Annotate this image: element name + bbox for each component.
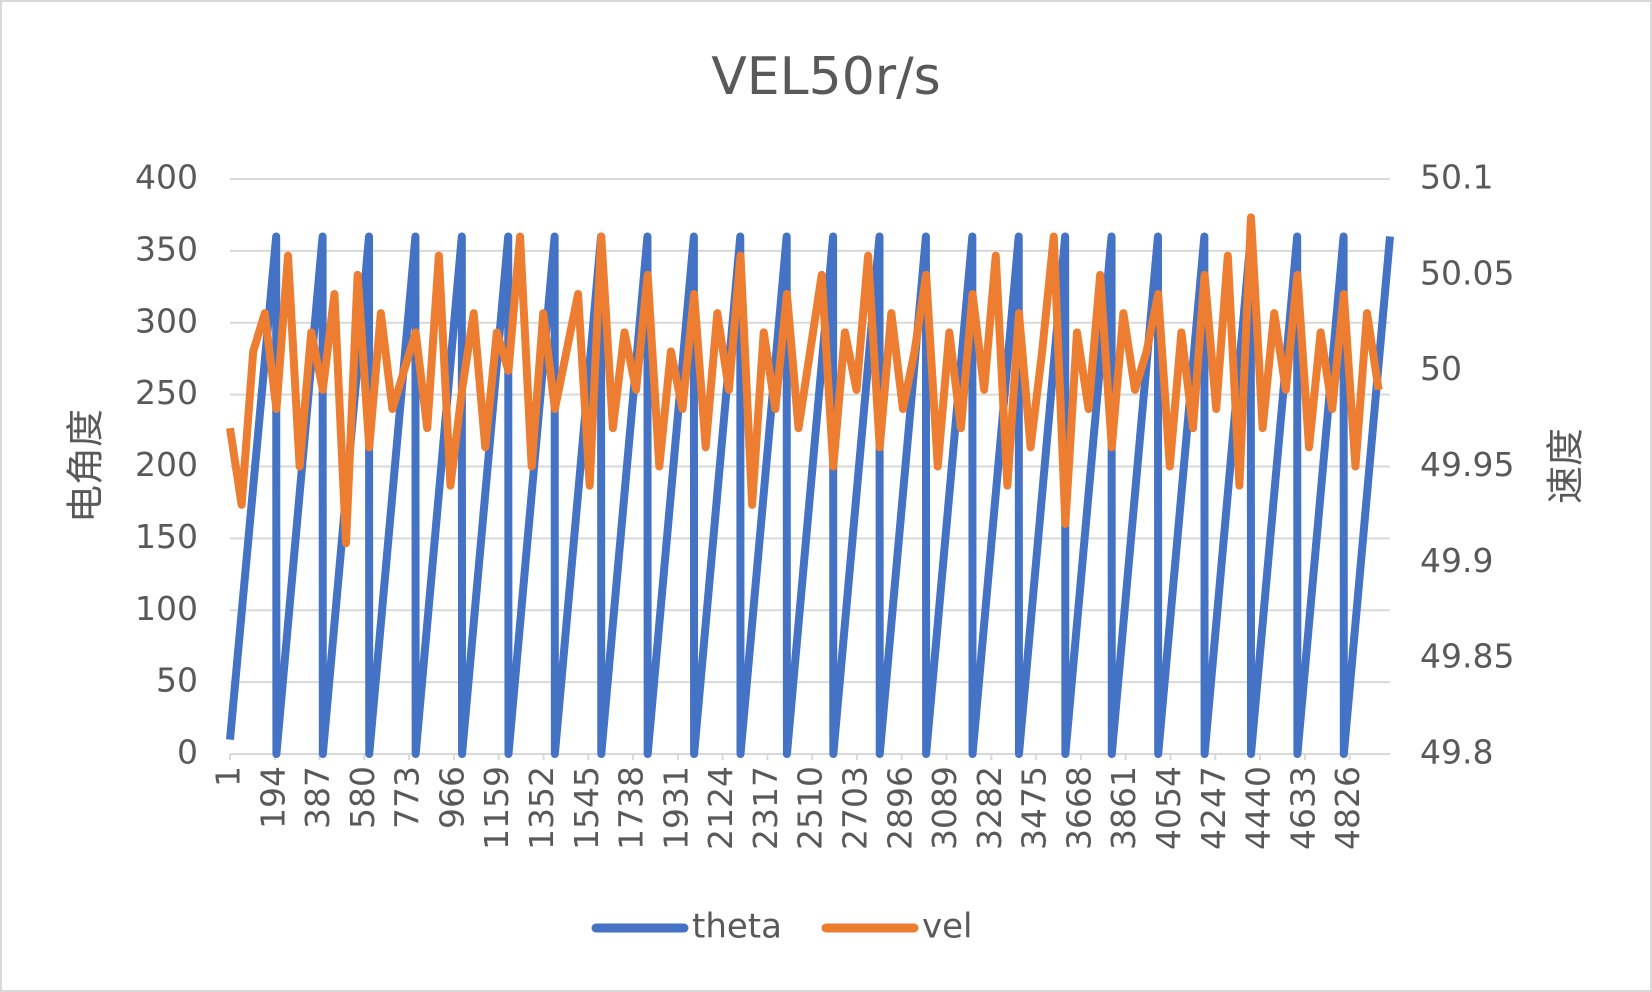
- y2-tick-label: 49.85: [1420, 637, 1514, 676]
- y-tick-label: 300: [135, 301, 198, 340]
- x-tick-label: 1931: [656, 766, 695, 850]
- x-tick-label: 2703: [835, 766, 874, 850]
- y-tick-label: 200: [135, 445, 198, 484]
- x-tick-label: 580: [343, 766, 382, 829]
- x-tick-label: 773: [388, 766, 427, 829]
- x-tick-label: 4247: [1194, 766, 1233, 850]
- x-tick-label: 4826: [1328, 766, 1367, 850]
- chart-title: VEL50r/s: [711, 47, 941, 107]
- x-tick-label: 1738: [612, 766, 651, 850]
- x-tick-label: 1159: [477, 766, 516, 850]
- x-tick-label: 4633: [1283, 766, 1322, 850]
- y-tick-label: 350: [135, 229, 198, 268]
- y-tick-label: 150: [135, 517, 198, 556]
- x-tick-label: 3668: [1059, 766, 1098, 850]
- x-tick-label: 3475: [1015, 766, 1054, 850]
- x-tick-label: 2510: [791, 766, 830, 850]
- y-tick-label: 250: [135, 373, 198, 412]
- x-tick-label: 3089: [925, 766, 964, 850]
- x-tick-label: 387: [298, 766, 337, 829]
- y2-tick-label: 50.1: [1420, 158, 1493, 197]
- x-tick-label: 4054: [1149, 766, 1188, 850]
- y2-tick-label: 49.9: [1420, 541, 1493, 580]
- x-tick-label: 966: [432, 766, 471, 829]
- y-tick-label: 100: [135, 589, 198, 628]
- x-tick-label: 194: [253, 766, 292, 829]
- x-tick-label: 2896: [880, 766, 919, 850]
- series-line: [226, 213, 1383, 548]
- x-tick-label: 3282: [970, 766, 1009, 850]
- legend-label: theta: [692, 907, 782, 947]
- x-tick-label: 2124: [701, 766, 740, 850]
- y-tick-label: 50: [156, 661, 198, 700]
- x-tick-label: 2317: [746, 766, 785, 850]
- y-tick-label: 400: [135, 158, 198, 197]
- y2-tick-label: 50.05: [1420, 253, 1514, 292]
- x-tick-label: 1: [209, 766, 248, 787]
- y-axis-label: 电角度: [64, 409, 108, 523]
- x-tick-label: 1545: [567, 766, 606, 850]
- x-tick-label: 4440: [1239, 766, 1278, 850]
- y2-tick-label: 49.95: [1420, 445, 1514, 484]
- y2-axis-label: 速度: [1544, 428, 1588, 504]
- y2-tick-label: 50: [1420, 349, 1462, 388]
- y-tick-label: 0: [177, 733, 198, 772]
- series-line: [226, 232, 1394, 758]
- x-tick-label: 1352: [522, 766, 561, 850]
- legend-label: vel: [922, 907, 973, 947]
- x-tick-label: 3861: [1104, 766, 1143, 850]
- y2-tick-label: 49.8: [1420, 733, 1493, 772]
